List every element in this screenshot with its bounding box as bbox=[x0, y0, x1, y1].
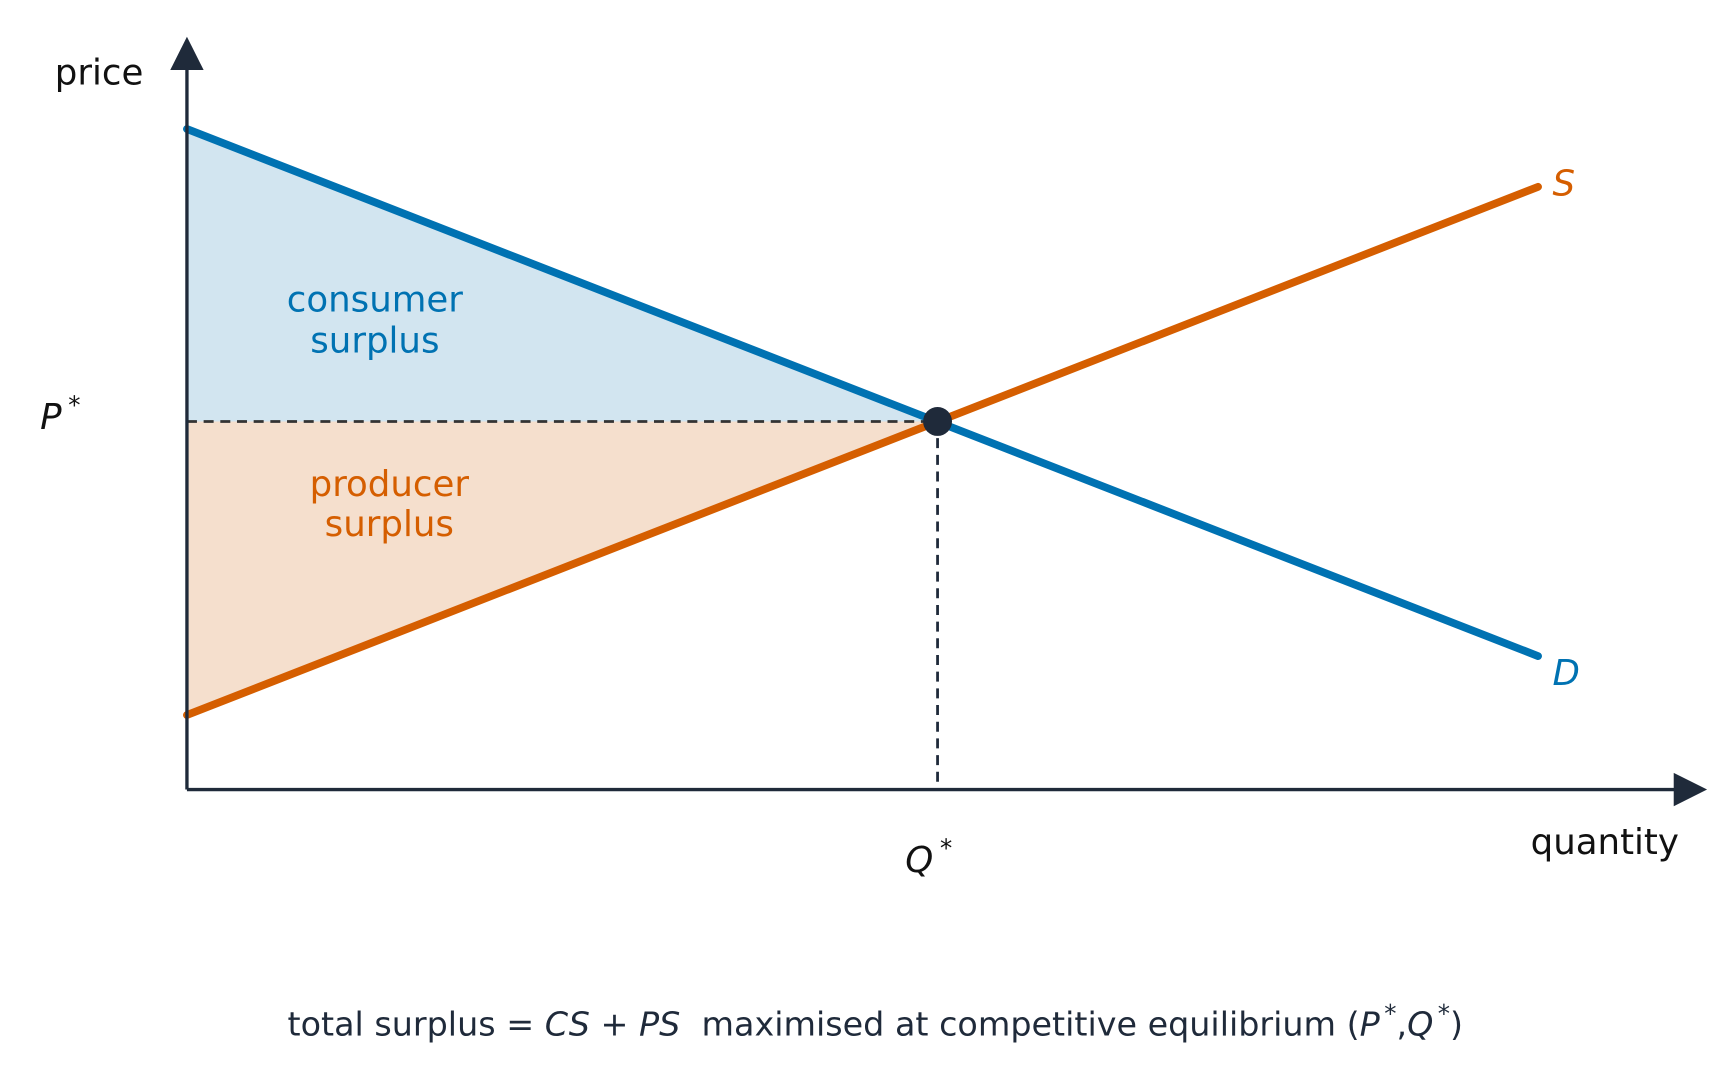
supply-curve bbox=[183, 182, 1542, 719]
caption-part: PS bbox=[639, 1004, 680, 1043]
caption-part: maximised at competitive equilibrium ( bbox=[680, 1004, 1359, 1043]
label-sup: * bbox=[940, 833, 952, 862]
supply-label: S bbox=[1553, 164, 1576, 205]
caption-part: = bbox=[506, 1004, 545, 1043]
producer-surplus-label: surplus bbox=[325, 504, 454, 545]
producer-surplus-label: producer bbox=[310, 464, 470, 505]
y-axis-arrow bbox=[170, 36, 204, 71]
caption-part: ) bbox=[1450, 1004, 1463, 1043]
label-sup: * bbox=[68, 391, 80, 420]
y-axis-label: price bbox=[55, 53, 144, 94]
consumer-surplus-label: surplus bbox=[310, 321, 439, 362]
caption-part: Q bbox=[1407, 1004, 1433, 1043]
equilibrium-price-label: P * bbox=[40, 391, 80, 439]
caption-part: * bbox=[1384, 999, 1396, 1028]
equilibrium-point bbox=[923, 407, 953, 436]
demand-curve bbox=[183, 125, 1542, 660]
consumer-surplus-area bbox=[186, 128, 938, 422]
caption-part: CS bbox=[545, 1004, 590, 1043]
x-axis-arrow bbox=[1673, 772, 1708, 807]
caption-part: * bbox=[1438, 999, 1450, 1028]
demand-label: D bbox=[1553, 653, 1580, 694]
consumer-surplus-label: consumer bbox=[287, 279, 464, 320]
caption-part: , bbox=[1396, 1004, 1407, 1043]
caption: total surplus = CS + PS maximised at com… bbox=[288, 999, 1464, 1043]
label-base: Q bbox=[905, 840, 933, 881]
equilibrium-quantity-label: Q * bbox=[905, 833, 952, 881]
x-axis-label: quantity bbox=[1531, 822, 1679, 863]
caption-part: P bbox=[1360, 1004, 1381, 1043]
caption-part: total surplus bbox=[288, 1004, 507, 1043]
label-base: P bbox=[40, 397, 62, 438]
caption-part: + bbox=[590, 1004, 639, 1043]
